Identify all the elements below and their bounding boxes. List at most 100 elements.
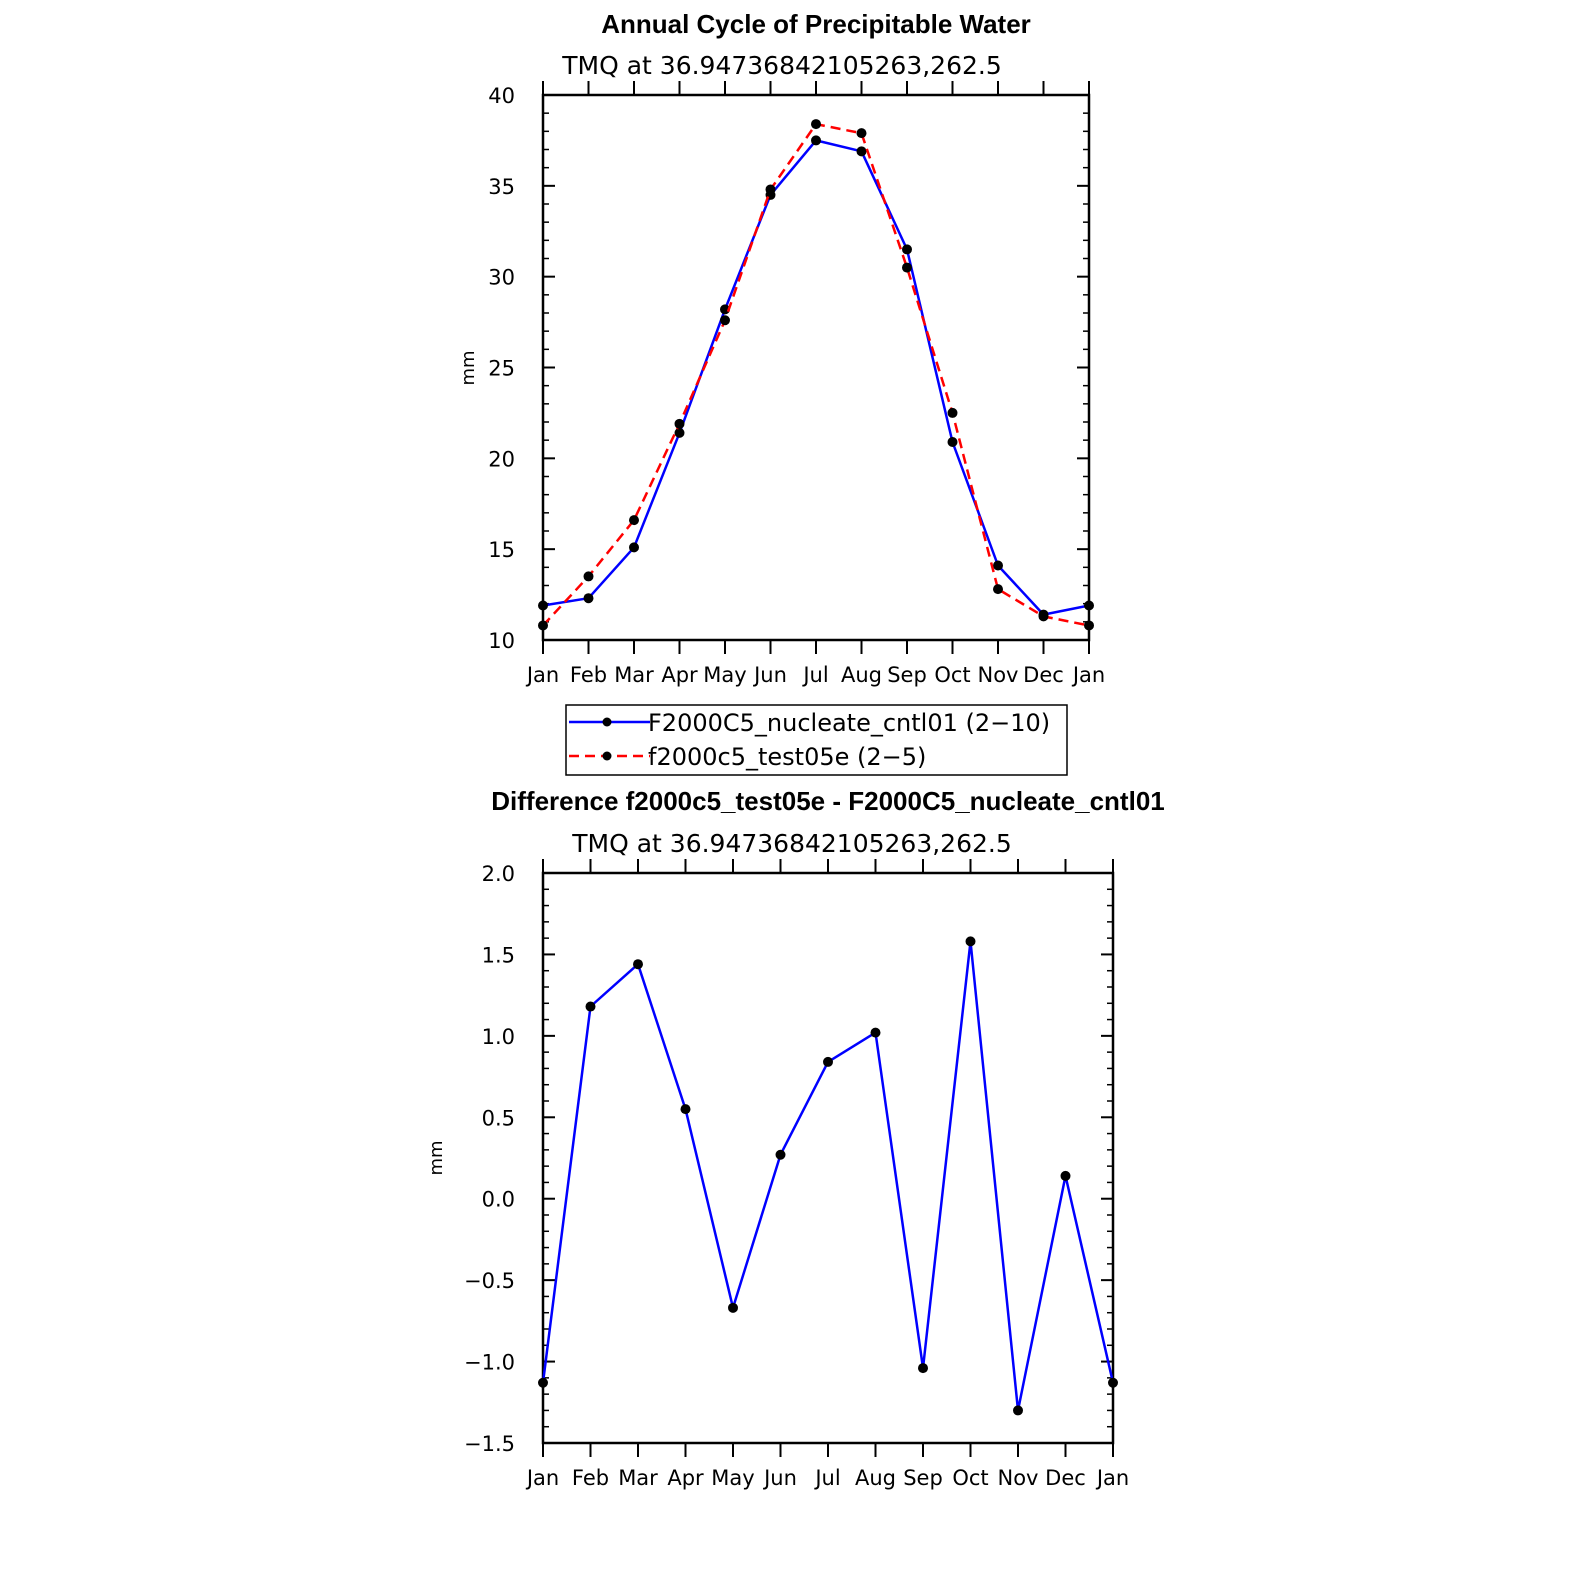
data-point: [993, 560, 1003, 571]
x-tick-label: Jul: [801, 663, 828, 687]
data-point: [1038, 611, 1049, 622]
data-point: [993, 584, 1003, 595]
series-line-0: [542, 139, 1090, 616]
x-tick-label: Feb: [572, 1466, 609, 1490]
y-tick-label: −1.0: [464, 1351, 515, 1375]
x-tick-label: Jan: [525, 1466, 559, 1490]
annual-cycle-chart: Annual Cycle of Precipitable Water TMQ a…: [458, 9, 1105, 776]
data-point: [965, 936, 976, 947]
y-tick-label: 10: [488, 629, 515, 653]
y-tick-label: 15: [488, 538, 515, 562]
data-point: [633, 959, 643, 970]
series-line-1: [542, 122, 1090, 627]
data-point: [538, 600, 548, 611]
y-tick-label: 40: [488, 84, 515, 108]
data-point: [765, 184, 776, 195]
data-point: [720, 315, 730, 326]
data-point: [585, 1001, 596, 1012]
data-point: [1060, 1170, 1071, 1181]
data-point: [1084, 620, 1094, 631]
x-tick-label: Aug: [855, 1466, 896, 1490]
data-point: [629, 542, 639, 553]
x-tick-label: Oct: [952, 1466, 988, 1490]
x-tick-label: Jan: [1095, 1466, 1129, 1490]
plot-area: −1.5 −1.0 −0.5 0.0 0.5 1.0 1.5 2.0 Jan Feb Mar Apr M…: [464, 859, 1129, 1490]
data-point: [870, 1027, 881, 1038]
x-tick-label: Jan: [1071, 663, 1105, 687]
chart-title: Difference f2000c5_test05e - F2000C5_nuc…: [491, 786, 1165, 816]
chart-subtitle: TMQ at 36.94736842105263,262.5: [571, 829, 1012, 858]
x-tick-label: May: [703, 663, 746, 687]
x-tick-label: Apr: [667, 1466, 704, 1490]
y-tick-label: 25: [488, 357, 515, 381]
x-tick-label: Feb: [570, 663, 607, 687]
data-point: [1013, 1405, 1023, 1416]
y-tick-label: 1.0: [482, 1025, 515, 1049]
x-tick-label: Dec: [1045, 1466, 1086, 1490]
x-tick-label: Sep: [903, 1466, 943, 1490]
data-point: [947, 436, 958, 447]
y-tick-label: −1.5: [464, 1432, 515, 1456]
data-point: [538, 1377, 548, 1388]
data-point: [674, 427, 685, 438]
data-point: [811, 119, 821, 130]
legend-marker-0: [602, 717, 612, 727]
x-tick-label: Mar: [614, 663, 654, 687]
data-point: [811, 135, 821, 146]
data-point: [1108, 1377, 1118, 1388]
data-point: [583, 571, 594, 582]
y-tick-label: 1.5: [482, 943, 515, 967]
legend-box: [565, 704, 1068, 776]
x-tick-label: Dec: [1023, 663, 1064, 687]
data-point: [856, 128, 867, 139]
x-tick-label: Mar: [618, 1466, 658, 1490]
legend-label-1: f2000c5_test05e (2−5): [648, 743, 926, 771]
x-tick-label: Nov: [998, 1466, 1039, 1490]
y-axis-label: mm: [426, 1140, 447, 1175]
data-point: [538, 620, 548, 631]
y-tick-label: 0.0: [482, 1188, 515, 1212]
y-tick-label: 35: [488, 175, 515, 199]
x-tick-label: Oct: [934, 663, 970, 687]
x-tick-label: Jun: [752, 663, 787, 687]
data-point: [629, 515, 639, 526]
y-tick-label: 20: [488, 447, 515, 471]
legend-entry-0: F2000C5_nucleate_cntl01 (2−10): [569, 709, 1050, 737]
data-point: [583, 593, 594, 604]
data-point: [775, 1149, 786, 1160]
y-tick-label: 0.5: [482, 1106, 515, 1130]
data-point: [947, 407, 958, 418]
legend-entry-1: f2000c5_test05e (2−5): [569, 743, 926, 771]
data-point: [728, 1302, 738, 1313]
y-tick-label: −0.5: [464, 1269, 515, 1293]
legend: F2000C5_nucleate_cntl01 (2−10) f2000c5_t…: [565, 704, 1068, 776]
y-tick-label: 30: [488, 266, 515, 290]
data-point: [674, 418, 685, 429]
x-tick-label: Sep: [887, 663, 927, 687]
data-point: [902, 262, 912, 273]
series-line-0: [541, 940, 1115, 1412]
difference-chart: Difference f2000c5_test05e - F2000C5_nuc…: [426, 786, 1165, 1490]
x-tick-label: Jul: [813, 1466, 840, 1490]
data-point: [823, 1056, 833, 1067]
y-axis-label: mm: [458, 350, 479, 385]
data-point: [1084, 600, 1094, 611]
y-tick-label: 2.0: [482, 862, 515, 886]
x-tick-label: Aug: [841, 663, 882, 687]
x-tick-label: Jun: [762, 1466, 797, 1490]
x-tick-label: Jan: [525, 663, 559, 687]
x-tick-label: Nov: [978, 663, 1019, 687]
x-tick-label: Apr: [661, 663, 698, 687]
legend-marker-1: [602, 751, 612, 761]
legend-label-0: F2000C5_nucleate_cntl01 (2−10): [648, 709, 1050, 737]
data-point: [902, 244, 912, 255]
plot-area: 10 15 20 25 30 35 40 Jan Feb Mar Apr May Jun Jul Aug Se…: [488, 81, 1105, 687]
data-point: [720, 304, 730, 315]
data-point: [680, 1104, 691, 1115]
x-tick-label: May: [711, 1466, 754, 1490]
data-point: [918, 1363, 928, 1374]
chart-subtitle: TMQ at 36.94736842105263,262.5: [561, 51, 1002, 80]
data-point: [856, 146, 867, 157]
chart-title: Annual Cycle of Precipitable Water: [601, 9, 1031, 39]
